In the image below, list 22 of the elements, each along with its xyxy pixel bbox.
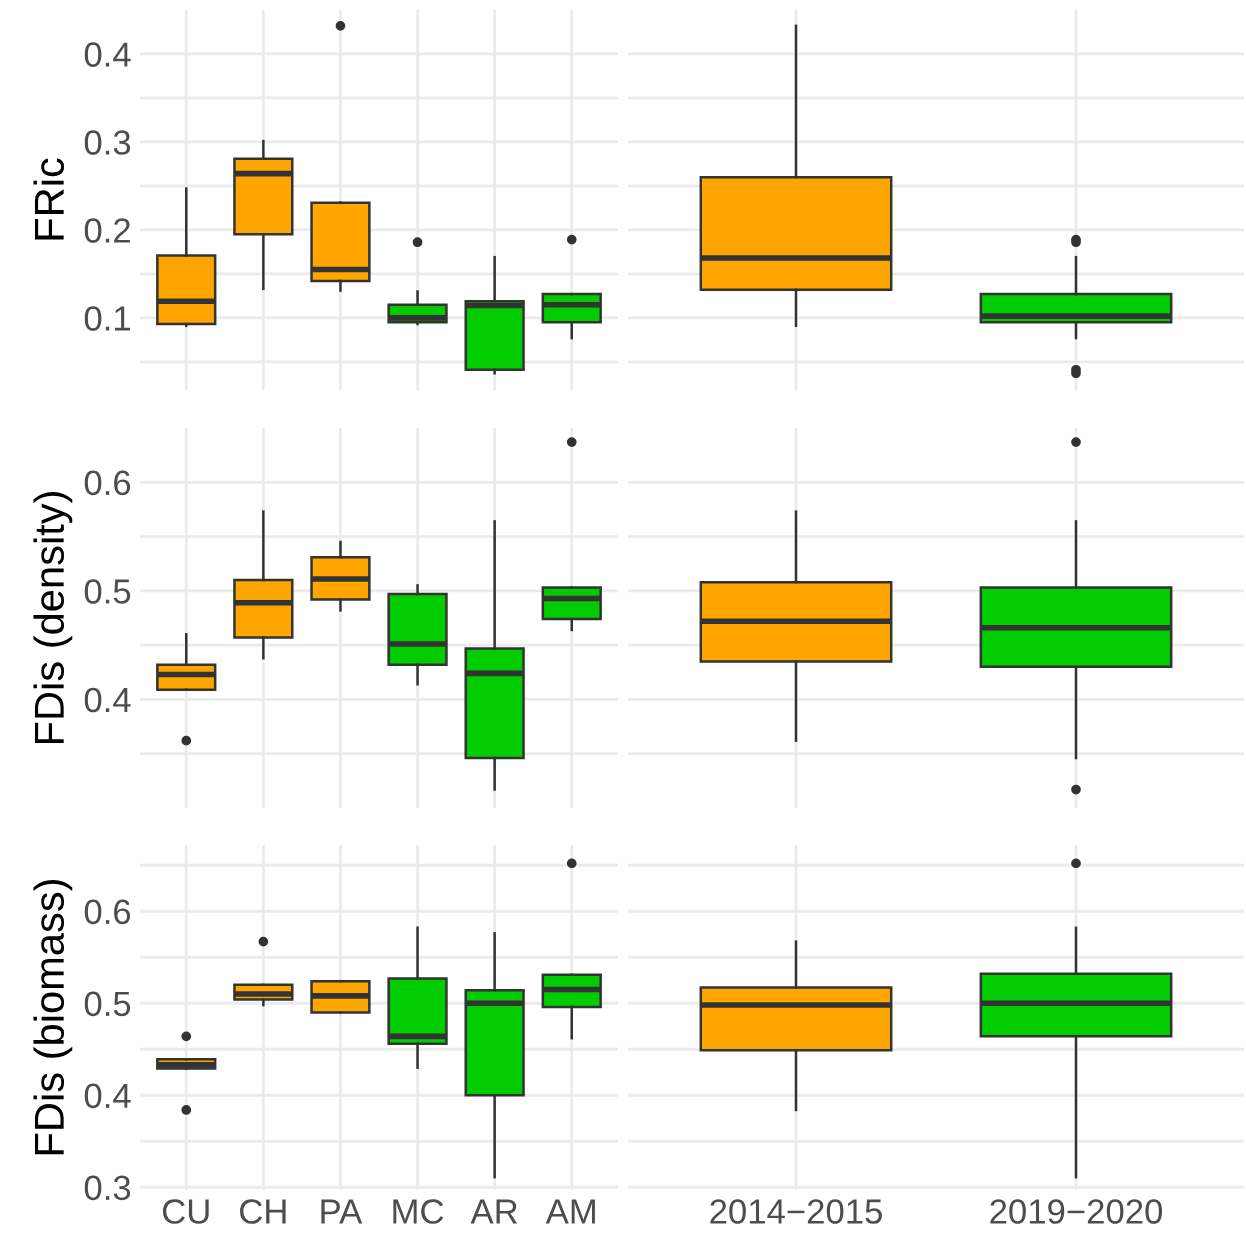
x-tick-label: AR xyxy=(470,1199,518,1224)
y-tick-label: 0.5 xyxy=(84,579,131,604)
y-tick-label: 0.3 xyxy=(84,1175,131,1201)
x-tick-label: MC xyxy=(393,1199,444,1224)
y-tick-label: 0.1 xyxy=(84,306,130,331)
y-tick-label: 0.6 xyxy=(84,899,131,925)
x-tick-label: AM xyxy=(545,1199,595,1224)
x-tick-label: PA xyxy=(321,1199,363,1224)
y-tick-label: 0.2 xyxy=(84,218,130,243)
x-tick-label: CH xyxy=(240,1199,286,1224)
y-axis-title: FDis (biomass) xyxy=(33,880,73,1155)
x-tick-label: CU xyxy=(162,1199,209,1224)
y-tick-label: 0.3 xyxy=(84,130,131,155)
y-tick-label: 0.4 xyxy=(84,1083,131,1109)
y-tick-label: 0.5 xyxy=(84,991,131,1017)
y-axis-title: FDis (density) xyxy=(33,492,73,744)
x-tick-label: 2014−2015 xyxy=(710,1199,882,1224)
y-tick-label: 0.4 xyxy=(84,42,131,67)
x-tick-label: 2019−2020 xyxy=(990,1199,1163,1224)
y-tick-label: 0.4 xyxy=(84,687,131,713)
y-tick-label: 0.6 xyxy=(84,470,131,496)
y-axis-title: FRic xyxy=(33,158,65,240)
